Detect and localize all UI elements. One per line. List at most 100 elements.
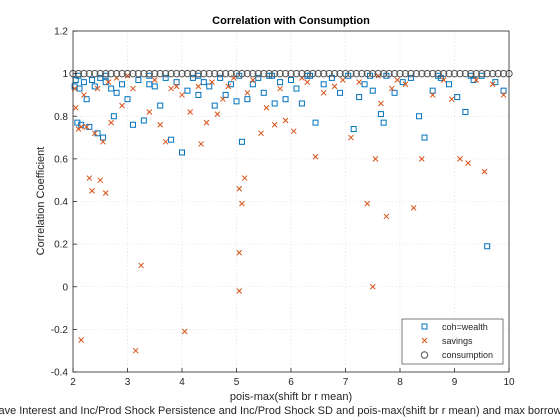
y-tick-label: 0.2 (54, 240, 68, 251)
data-point-circle (450, 69, 459, 78)
data-point-x (100, 138, 106, 145)
x-tick-label: 8 (397, 377, 403, 388)
data-point-square (350, 126, 357, 133)
series-consumption (69, 69, 513, 78)
data-point-circle (189, 69, 197, 78)
data-point-circle (385, 69, 393, 78)
data-point-circle (260, 69, 268, 78)
data-point-circle (249, 69, 257, 78)
data-point-x (181, 328, 188, 335)
data-point-square (140, 117, 147, 124)
data-point-circle (330, 69, 339, 78)
data-point-x (89, 187, 95, 194)
data-point-x (130, 85, 136, 92)
data-point-x (348, 134, 354, 141)
data-point-circle (183, 69, 192, 78)
data-point-square (151, 83, 158, 90)
data-point-x (162, 138, 169, 145)
data-point-circle (456, 69, 464, 78)
data-point-square (282, 96, 289, 103)
data-point-circle (238, 69, 246, 78)
data-point-circle (102, 69, 110, 78)
y-axis-label: Correlation Coefficient (35, 147, 47, 256)
data-point-x (320, 89, 327, 96)
data-point-x (225, 83, 232, 90)
y-tick-label: 0.4 (54, 197, 68, 208)
data-point-x (410, 205, 417, 211)
data-point-square (89, 77, 96, 84)
data-point-circle (91, 69, 99, 78)
data-point-circle (134, 69, 143, 78)
data-point-square (110, 113, 117, 120)
data-point-x (481, 168, 488, 175)
data-point-square (168, 136, 175, 143)
data-point-square (244, 96, 251, 103)
axis-ticks: 2 3 4 5 6 7 8 9 10 -0.4 -0.2 0 0.2 0.4 0.6 0.8 1 1.2 (51, 27, 515, 389)
data-point-x (105, 79, 112, 86)
data-point-x (418, 156, 425, 162)
data-point-circle (112, 69, 121, 78)
data-point-x (236, 185, 243, 192)
data-point-circle (172, 69, 181, 78)
data-point-square (298, 100, 305, 107)
data-point-x (402, 81, 409, 88)
y-tick-label: 1 (62, 69, 68, 80)
data-point-circle (200, 69, 208, 78)
data-point-x (290, 128, 297, 135)
data-point-x (388, 85, 395, 92)
data-point-x (304, 79, 311, 86)
data-point-square (288, 77, 294, 84)
data-point-circle (205, 69, 213, 78)
data-point-x (94, 85, 101, 92)
data-point-circle (211, 69, 219, 78)
data-point-square (108, 85, 115, 92)
data-point-x (209, 79, 215, 86)
y-tick-label: 0 (62, 282, 68, 293)
data-point-circle (363, 69, 371, 78)
data-point-square (222, 91, 229, 98)
data-point-x (249, 77, 256, 83)
data-point-x (429, 92, 436, 98)
data-point-circle (145, 69, 154, 78)
data-point-x (86, 175, 93, 181)
data-point-x (282, 117, 289, 124)
x-axis-label: pois-max(shift br r mean) (230, 391, 352, 403)
data-point-x (91, 130, 98, 137)
legend-label-savings: savings (442, 336, 473, 346)
data-point-x (157, 121, 164, 128)
data-point-circle (129, 69, 137, 78)
data-point-square (179, 149, 185, 156)
data-point-x (146, 109, 153, 115)
data-point-square (462, 108, 469, 115)
data-point-square (407, 74, 414, 81)
data-point-square (83, 96, 90, 103)
data-point-square (356, 94, 363, 101)
data-point-circle (298, 69, 306, 78)
data-point-x (102, 190, 109, 196)
x-tick-label: 4 (179, 377, 185, 388)
data-point-square (173, 79, 180, 86)
data-point-x (364, 200, 371, 207)
data-point-x (312, 153, 319, 160)
data-point-square (377, 111, 384, 118)
data-point-x (378, 100, 384, 107)
data-point-circle (374, 69, 382, 78)
data-point-x (187, 109, 194, 115)
legend-label-consumption: consumption (442, 350, 493, 360)
data-point-x (448, 96, 455, 103)
data-point-square (277, 79, 284, 86)
data-point-square (184, 87, 191, 94)
x-tick-label: 2 (70, 377, 76, 388)
legend-marker-coh-wealth (421, 323, 428, 330)
data-point-square (249, 81, 256, 88)
y-tick-label: 1.2 (54, 27, 68, 38)
data-point-square (217, 74, 224, 81)
data-point-circle (445, 69, 453, 78)
data-point-x (339, 77, 346, 83)
data-point-square (211, 102, 218, 109)
data-point-circle (107, 69, 115, 78)
x-tick-label: 9 (452, 377, 458, 388)
data-point-square (380, 119, 387, 126)
data-point-circle (336, 69, 344, 78)
data-point-circle (488, 69, 497, 78)
